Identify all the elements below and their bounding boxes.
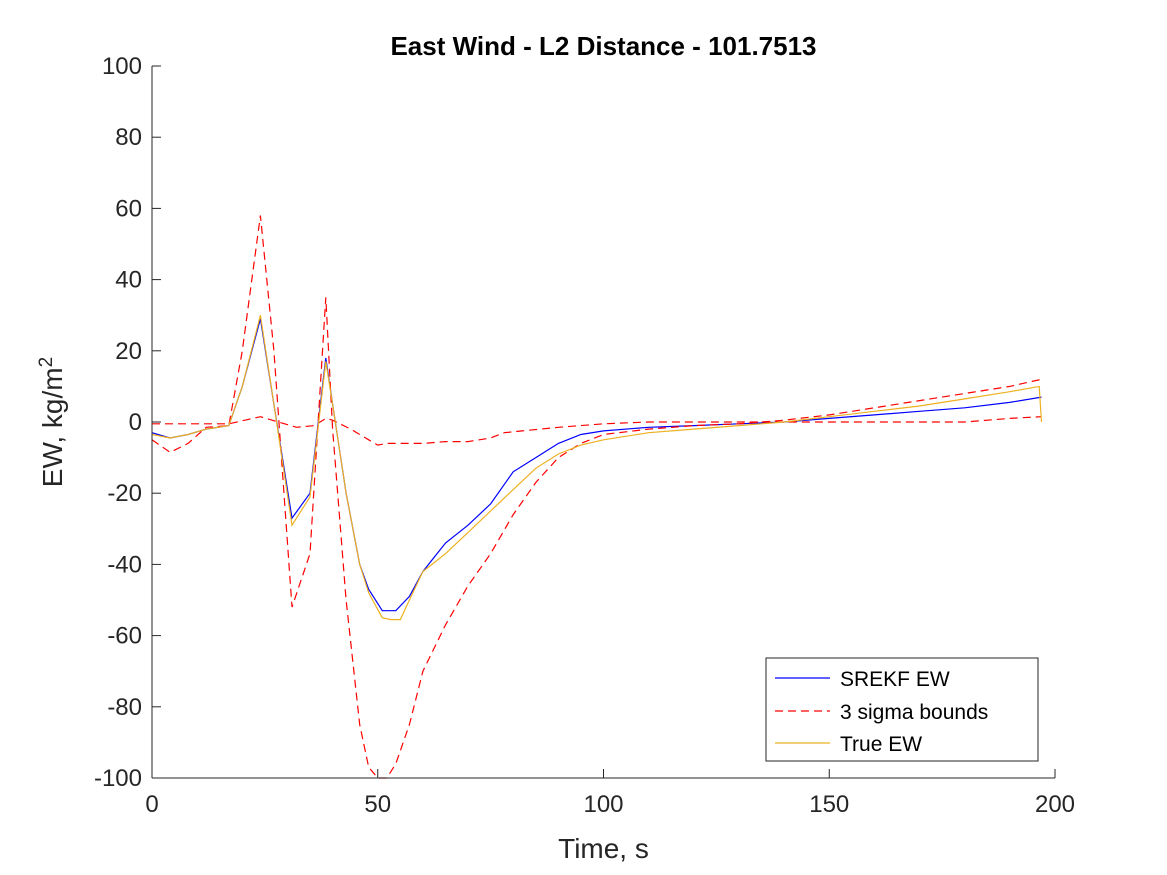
y-tick-label: -20 bbox=[107, 480, 142, 507]
legend-label-true-ew: True EW bbox=[840, 733, 922, 756]
y-axis-label: EW, kg/m2 bbox=[36, 357, 69, 487]
y-tick-label: 20 bbox=[115, 338, 142, 365]
series-line-true-ew bbox=[151, 315, 1043, 621]
x-tick-label: 100 bbox=[583, 791, 623, 818]
x-tick-label: 150 bbox=[809, 791, 849, 818]
legend-label-srekf-ew: SREKF EW bbox=[840, 668, 950, 691]
legend: SREKF EW 3 sigma bounds True EW bbox=[765, 657, 1039, 762]
y-tick-label: 0 bbox=[129, 409, 142, 436]
series-line-lower-3-sigma-bound bbox=[152, 416, 1042, 446]
series-line-3-sigma-bounds bbox=[151, 215, 1042, 779]
chart-title: East Wind - L2 Distance - 101.7513 bbox=[390, 31, 816, 61]
series-layer bbox=[151, 215, 1043, 779]
legend-box bbox=[765, 657, 1039, 762]
y-tick-label: -80 bbox=[107, 694, 142, 721]
y-tick-label: 60 bbox=[115, 195, 142, 222]
legend-label-3-sigma-bounds: 3 sigma bounds bbox=[840, 701, 988, 724]
y-tick-label: 80 bbox=[115, 124, 142, 151]
y-tick-label: 100 bbox=[102, 53, 142, 80]
y-tick-label: -100 bbox=[94, 765, 142, 792]
x-tick-label: 0 bbox=[145, 791, 158, 818]
y-axis-label-main: EW, kg/m bbox=[37, 367, 68, 487]
y-tick-label: -40 bbox=[107, 551, 142, 578]
x-tick-label: 50 bbox=[364, 791, 391, 818]
y-tick-label: 40 bbox=[115, 267, 142, 294]
x-tick-label: 200 bbox=[1035, 791, 1075, 818]
y-axis-label-superscript: 2 bbox=[36, 357, 57, 368]
ticks: 0 50 100 150 200 -100 -80 -60 -40 -20 0 20 40 60 80 100 bbox=[94, 53, 1075, 818]
y-tick-label: -60 bbox=[107, 623, 142, 650]
x-axis-label: Time, s bbox=[558, 833, 649, 864]
